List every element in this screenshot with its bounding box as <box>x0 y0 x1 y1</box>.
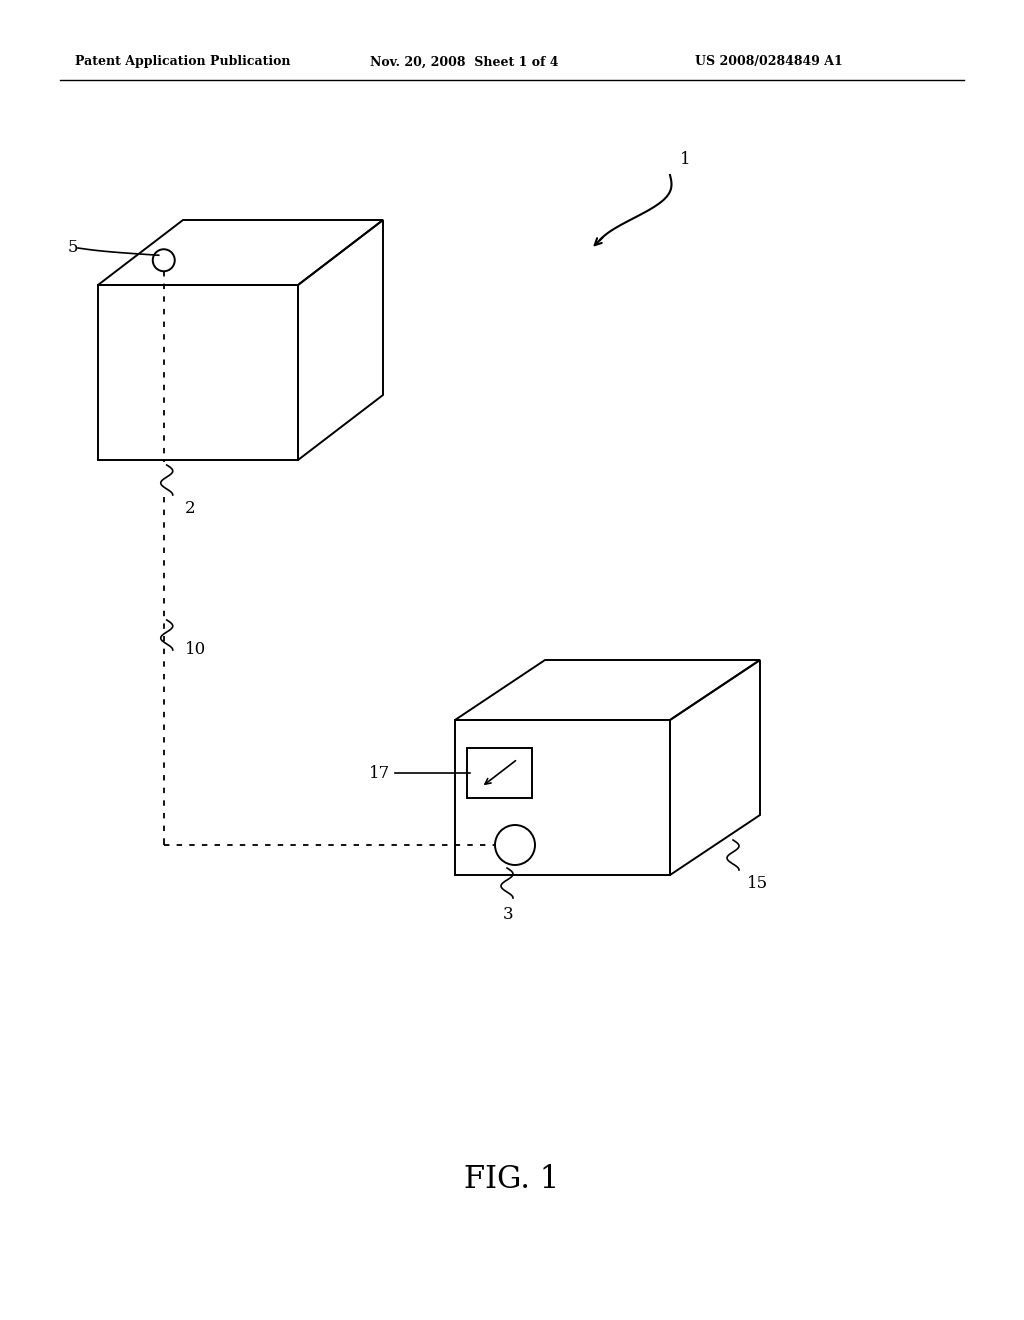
Text: 1: 1 <box>680 152 690 169</box>
Text: Patent Application Publication: Patent Application Publication <box>75 55 291 69</box>
Text: 2: 2 <box>184 500 196 517</box>
Text: FIG. 1: FIG. 1 <box>464 1164 560 1196</box>
Text: 5: 5 <box>68 239 78 256</box>
Text: 17: 17 <box>369 764 390 781</box>
Text: 3: 3 <box>503 906 513 923</box>
Bar <box>467 748 532 799</box>
Text: 15: 15 <box>746 875 768 892</box>
Text: US 2008/0284849 A1: US 2008/0284849 A1 <box>695 55 843 69</box>
Text: 10: 10 <box>184 642 206 659</box>
Text: Nov. 20, 2008  Sheet 1 of 4: Nov. 20, 2008 Sheet 1 of 4 <box>370 55 558 69</box>
